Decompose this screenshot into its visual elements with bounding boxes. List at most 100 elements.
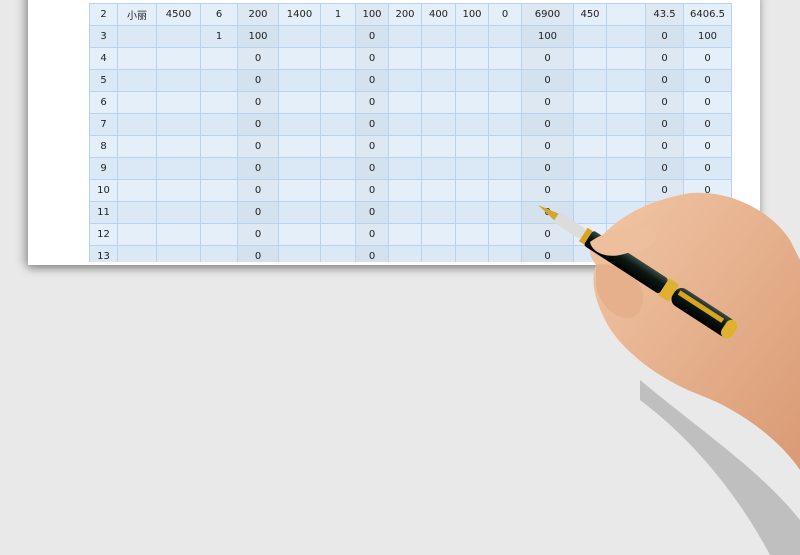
table-cell[interactable] [421, 91, 456, 114]
table-cell[interactable] [117, 135, 157, 158]
table-cell[interactable]: 1 [320, 3, 356, 26]
table-cell[interactable] [488, 135, 522, 158]
table-cell[interactable] [606, 179, 646, 202]
table-cell[interactable]: 0 [683, 157, 732, 180]
table-cell[interactable]: 0 [645, 135, 684, 158]
table-cell[interactable] [455, 69, 489, 92]
table-cell[interactable]: 0 [683, 69, 732, 92]
table-cell[interactable] [388, 179, 422, 202]
table-cell[interactable]: 0 [237, 91, 279, 114]
table-cell[interactable] [320, 201, 356, 224]
table-cell[interactable]: 200 [237, 3, 279, 26]
table-cell[interactable]: 0 [237, 135, 279, 158]
table-cell[interactable]: 0 [355, 69, 389, 92]
table-cell[interactable]: 0 [237, 201, 279, 224]
table-cell[interactable] [320, 69, 356, 92]
table-cell[interactable] [388, 223, 422, 246]
table-cell[interactable]: 0 [645, 91, 684, 114]
table-cell[interactable] [421, 245, 456, 262]
row-number[interactable]: 9 [89, 157, 118, 180]
row-number[interactable]: 3 [89, 25, 118, 48]
table-cell[interactable] [455, 201, 489, 224]
table-cell[interactable] [455, 245, 489, 262]
table-cell[interactable] [156, 25, 201, 48]
table-cell[interactable]: 0 [521, 157, 574, 180]
table-cell[interactable]: 0 [355, 179, 389, 202]
table-cell[interactable] [455, 135, 489, 158]
table-cell[interactable] [606, 135, 646, 158]
table-cell[interactable]: 0 [521, 245, 574, 262]
table-cell[interactable]: 0 [237, 245, 279, 262]
table-cell[interactable] [117, 91, 157, 114]
table-cell[interactable] [200, 135, 238, 158]
table-cell[interactable] [278, 113, 321, 136]
table-cell[interactable] [388, 25, 422, 48]
table-cell[interactable]: 0 [521, 179, 574, 202]
table-cell[interactable]: 0 [355, 25, 389, 48]
table-cell[interactable]: 0 [645, 179, 684, 202]
table-cell[interactable]: 0 [521, 223, 574, 246]
table-cell[interactable]: 0 [683, 113, 732, 136]
row-number[interactable]: 7 [89, 113, 118, 136]
table-cell[interactable]: 0 [521, 69, 574, 92]
table-cell[interactable]: 0 [683, 91, 732, 114]
table-cell[interactable] [117, 47, 157, 70]
table-cell[interactable]: 6406.5 [683, 3, 732, 26]
table-cell[interactable]: 0 [645, 25, 684, 48]
table-cell[interactable] [278, 135, 321, 158]
table-cell[interactable] [606, 69, 646, 92]
table-cell[interactable]: 0 [645, 69, 684, 92]
table-cell[interactable] [156, 47, 201, 70]
row-number[interactable]: 8 [89, 135, 118, 158]
table-cell[interactable]: 0 [521, 113, 574, 136]
table-cell[interactable] [388, 245, 422, 262]
table-cell[interactable] [117, 201, 157, 224]
table-cell[interactable]: 6900 [521, 3, 574, 26]
table-cell[interactable]: 0 [355, 223, 389, 246]
table-cell[interactable] [455, 47, 489, 70]
table-cell[interactable] [200, 201, 238, 224]
table-cell[interactable]: 0 [355, 113, 389, 136]
table-cell[interactable] [388, 113, 422, 136]
table-cell[interactable]: 0 [521, 91, 574, 114]
table-cell[interactable] [200, 245, 238, 262]
table-cell[interactable]: 0 [521, 135, 574, 158]
table-cell[interactable] [156, 69, 201, 92]
table-cell[interactable] [455, 157, 489, 180]
table-cell[interactable] [278, 245, 321, 262]
table-cell[interactable] [320, 157, 356, 180]
table-cell[interactable]: 0 [683, 47, 732, 70]
table-cell[interactable] [156, 201, 201, 224]
table-cell[interactable] [488, 47, 522, 70]
table-cell[interactable] [573, 69, 607, 92]
table-cell[interactable] [388, 135, 422, 158]
table-cell[interactable] [573, 47, 607, 70]
table-cell[interactable]: 100 [683, 25, 732, 48]
row-number[interactable]: 12 [89, 223, 118, 246]
row-number[interactable]: 6 [89, 91, 118, 114]
table-cell[interactable] [117, 113, 157, 136]
table-cell[interactable] [200, 223, 238, 246]
table-cell[interactable] [421, 201, 456, 224]
table-cell[interactable] [606, 25, 646, 48]
table-cell[interactable] [388, 69, 422, 92]
table-cell[interactable] [421, 135, 456, 158]
table-cell[interactable]: 0 [683, 135, 732, 158]
table-cell[interactable]: 100 [521, 25, 574, 48]
table-cell[interactable]: 4500 [156, 3, 201, 26]
table-cell[interactable] [117, 223, 157, 246]
table-cell[interactable] [573, 157, 607, 180]
table-cell[interactable] [421, 179, 456, 202]
table-cell[interactable] [156, 179, 201, 202]
table-cell[interactable]: 0 [237, 113, 279, 136]
table-cell[interactable] [606, 47, 646, 70]
table-cell[interactable] [117, 245, 157, 262]
table-cell[interactable]: 0 [645, 47, 684, 70]
table-cell[interactable] [278, 179, 321, 202]
table-cell[interactable]: 0 [521, 47, 574, 70]
table-cell[interactable] [200, 91, 238, 114]
table-cell[interactable] [488, 223, 522, 246]
table-cell[interactable]: 43.5 [645, 3, 684, 26]
table-cell[interactable] [388, 47, 422, 70]
table-cell[interactable] [388, 157, 422, 180]
